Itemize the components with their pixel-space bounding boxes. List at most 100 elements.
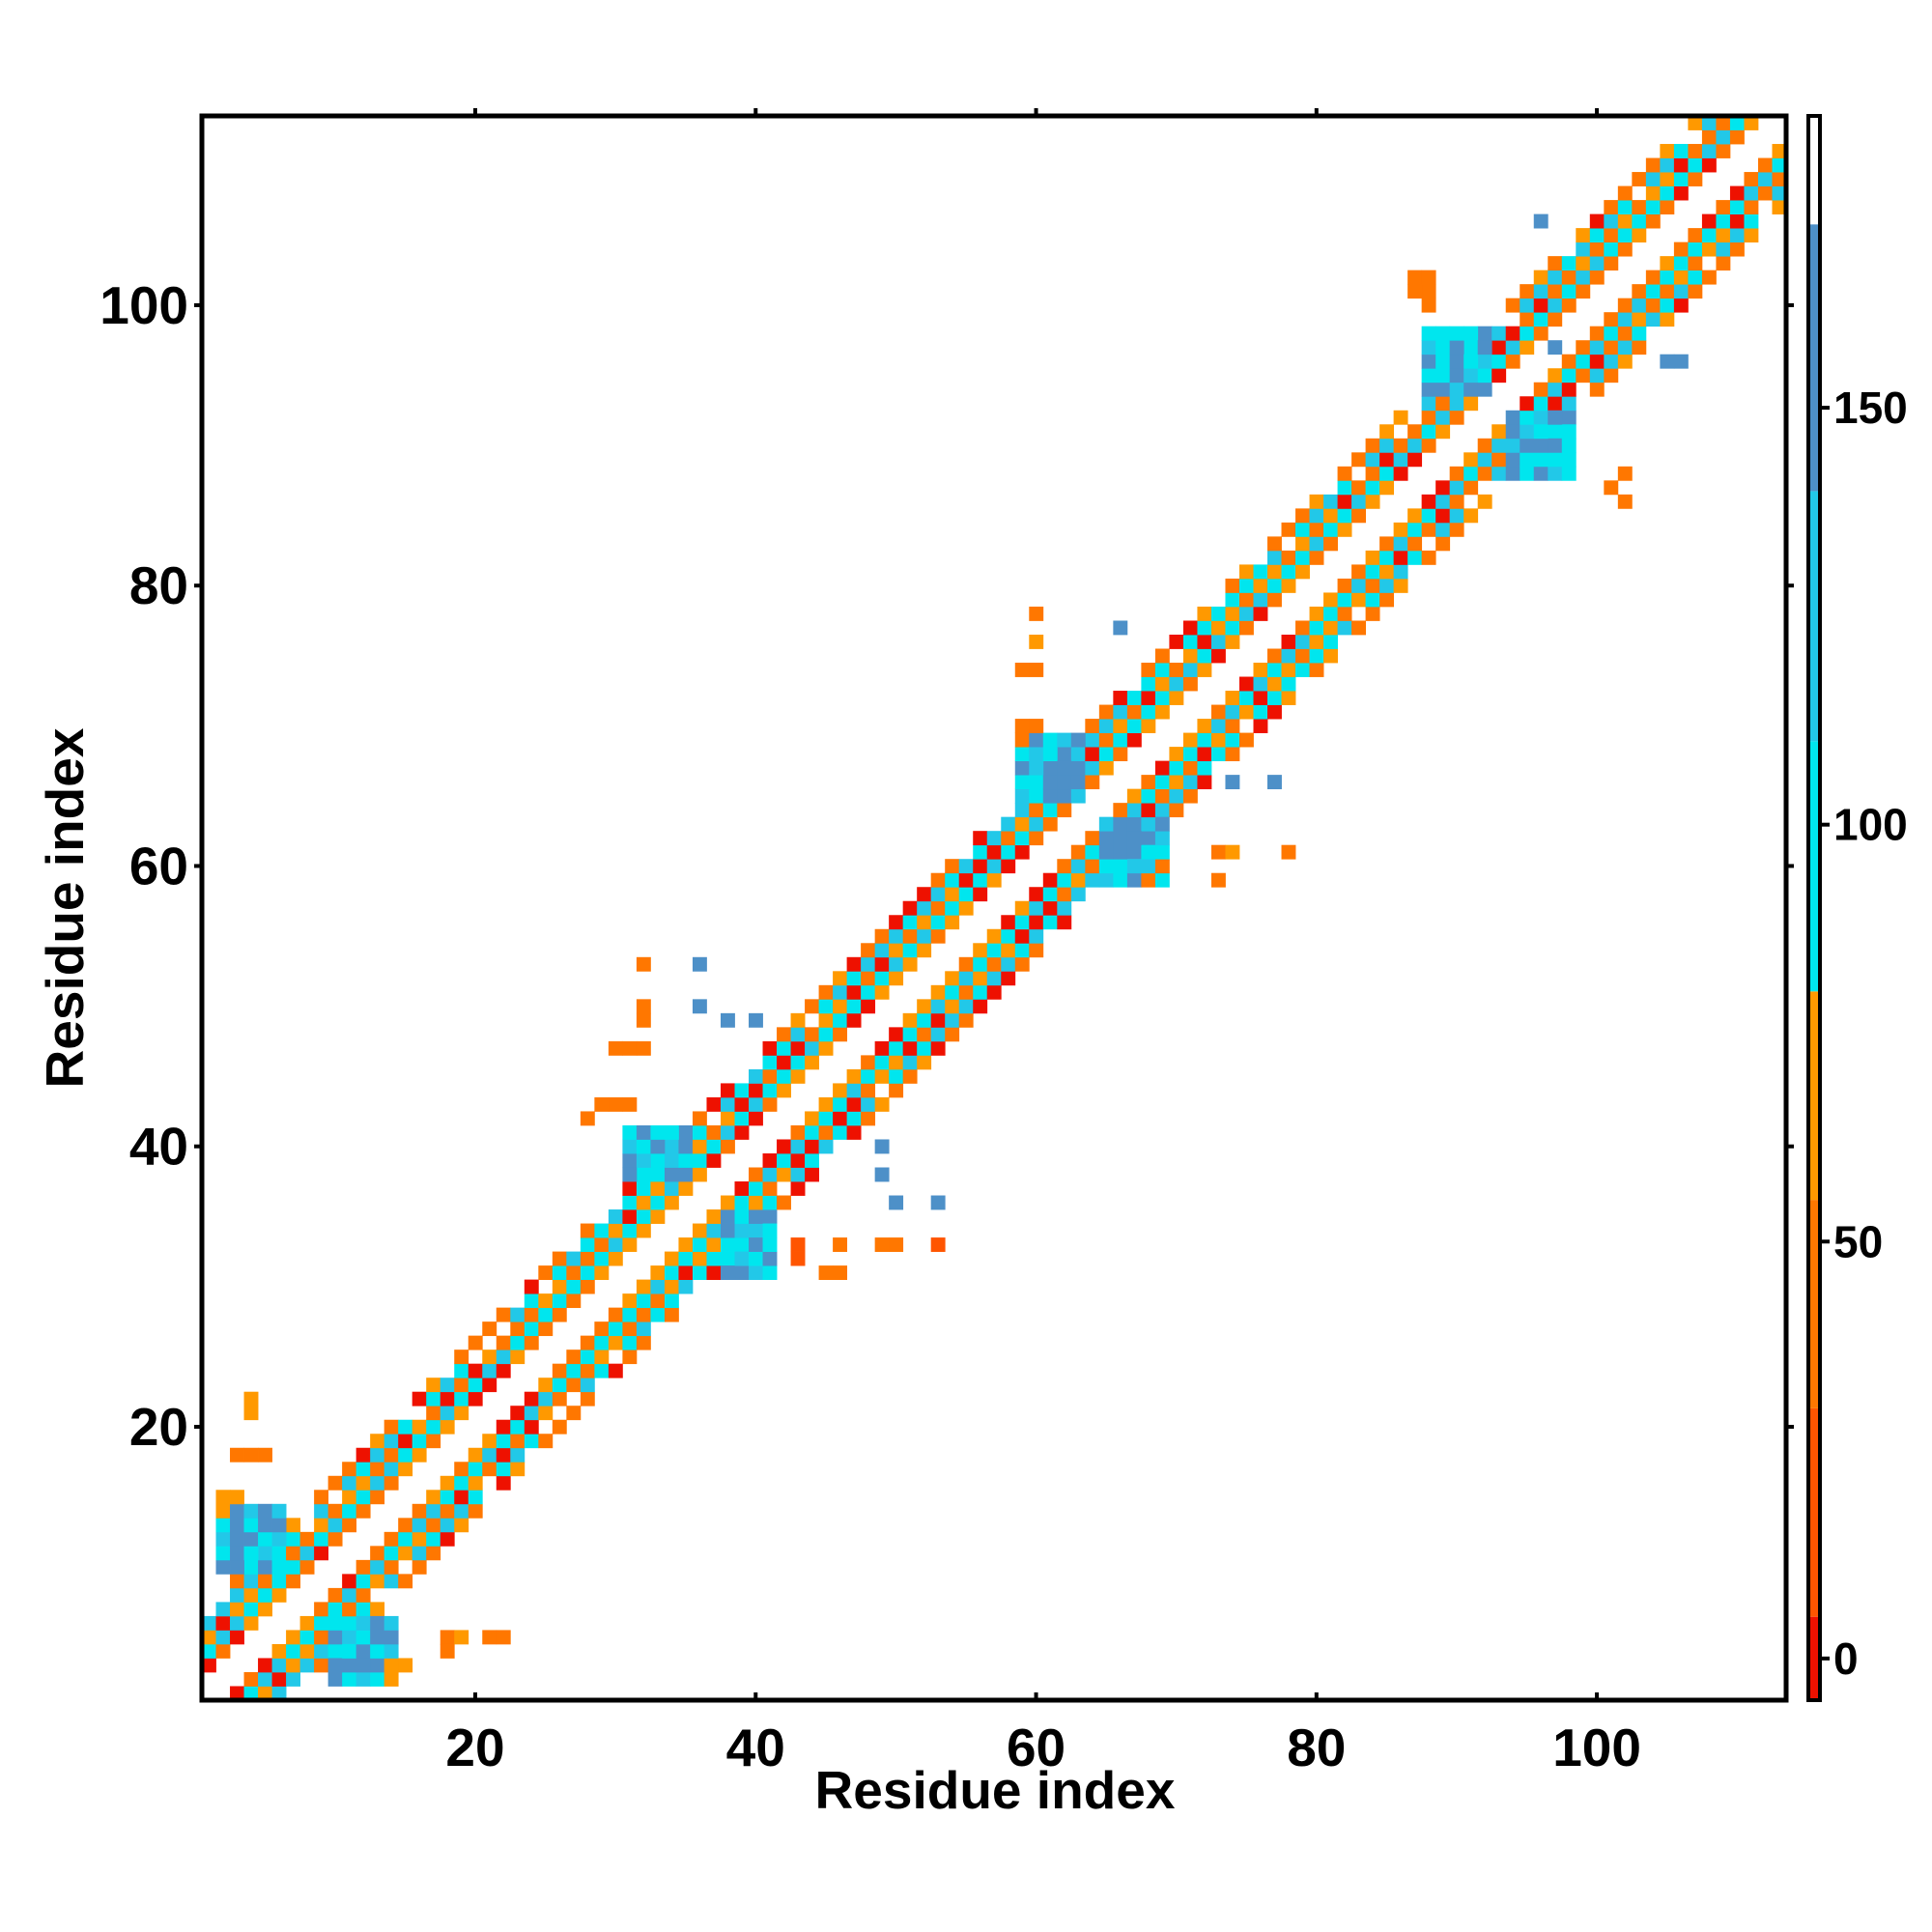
heatmap-cell (678, 1139, 694, 1154)
heatmap-cell (454, 1406, 469, 1421)
heatmap-cell (1421, 326, 1436, 341)
heatmap-cell (1098, 760, 1114, 776)
heatmap-cell (1197, 634, 1212, 649)
heatmap-cell (1716, 200, 1731, 214)
heatmap-cell (482, 1462, 497, 1477)
heatmap-cell (271, 1686, 287, 1701)
heatmap-cell (1617, 298, 1633, 313)
heatmap-cell (930, 872, 946, 888)
heatmap-cell (1323, 522, 1338, 537)
heatmap-cell (342, 1671, 357, 1687)
heatmap-cell (1393, 578, 1408, 593)
heatmap-cell (1113, 620, 1128, 636)
heatmap-cell (1379, 452, 1395, 468)
heatmap-cell (874, 1237, 890, 1252)
heatmap-cell (1351, 592, 1366, 608)
heatmap-cell (790, 1181, 806, 1196)
heatmap-cell (1295, 522, 1310, 537)
heatmap-cell (1744, 185, 1759, 201)
heatmap-cell (749, 1012, 763, 1028)
heatmap-cell (650, 1265, 666, 1280)
heatmap-cell (243, 1574, 259, 1589)
heatmap-cell (1379, 424, 1395, 440)
heatmap-cell (720, 1265, 735, 1280)
heatmap-cell (1421, 550, 1436, 565)
heatmap-cell (678, 1251, 694, 1266)
heatmap-cell (1688, 172, 1703, 186)
heatmap-cell (1085, 831, 1100, 846)
colorbar-tick-label: 100 (1833, 800, 1908, 850)
heatmap-cell (874, 1068, 890, 1084)
heatmap-cell (1098, 719, 1114, 733)
heatmap-cell (1014, 928, 1030, 944)
heatmap-cell (1098, 747, 1114, 762)
heatmap-cell (1617, 242, 1633, 257)
heatmap-cell (986, 943, 1002, 958)
heatmap-cell (1309, 606, 1324, 621)
heatmap-cell (846, 999, 862, 1014)
heatmap-cell (734, 1251, 750, 1266)
heatmap-cell (1295, 508, 1310, 524)
heatmap-cell (384, 1658, 399, 1673)
colorbar-frame (1806, 114, 1822, 1702)
heatmap-cell (1154, 704, 1170, 720)
heatmap-cell (580, 1363, 595, 1378)
heatmap-cell (874, 1139, 890, 1154)
heatmap-cell (286, 1559, 300, 1575)
heatmap-cell (1379, 564, 1395, 580)
heatmap-cell (706, 1124, 722, 1140)
heatmap-cell (1225, 747, 1240, 762)
heatmap-cell (917, 915, 932, 930)
heatmap-cell (1645, 298, 1661, 313)
heatmap-cell (538, 1307, 554, 1322)
heatmap-cell (762, 1068, 778, 1084)
heatmap-cell (384, 1671, 399, 1687)
heatmap-cell (215, 1490, 231, 1505)
heatmap-cell (482, 1321, 497, 1337)
heatmap-cell (1477, 438, 1492, 453)
heatmap-cell (243, 1518, 259, 1533)
heatmap-cell (874, 1167, 890, 1182)
heatmap-cell (1057, 732, 1072, 748)
heatmap-cell (720, 1209, 735, 1224)
heatmap-cell (1238, 606, 1254, 621)
heatmap-cell (861, 984, 876, 1000)
heatmap-cell (1337, 522, 1352, 537)
heatmap-cell (1141, 816, 1156, 832)
heatmap-cell (1673, 185, 1689, 201)
heatmap-cell (790, 1251, 806, 1266)
heatmap-cell (720, 1012, 735, 1028)
heatmap-cell (384, 1531, 399, 1547)
heatmap-cell (1014, 831, 1030, 846)
heatmap-cell (1548, 298, 1563, 313)
heatmap-cell (1309, 663, 1324, 677)
heatmap-cell (1001, 971, 1016, 986)
heatmap-cell (664, 1265, 679, 1280)
heatmap-cell (1520, 396, 1535, 412)
heatmap-cell (636, 1335, 651, 1350)
heatmap-cell (777, 1083, 791, 1098)
heatmap-cell (846, 1012, 862, 1028)
heatmap-cell (917, 928, 932, 944)
heatmap-cell (1197, 648, 1212, 664)
heatmap-cell (1645, 270, 1661, 285)
heatmap-cell (1604, 200, 1619, 214)
heatmap-cell (454, 1503, 469, 1519)
heatmap-cell (1561, 270, 1577, 285)
heatmap-cell (650, 1279, 666, 1294)
heatmap-cell (777, 1027, 791, 1042)
heatmap-cell (720, 1195, 735, 1210)
heatmap-cell (1154, 831, 1170, 846)
heatmap-cell (580, 1378, 595, 1393)
heatmap-cell (1014, 803, 1030, 818)
heatmap-cell (1505, 438, 1520, 453)
heatmap-cell (1632, 312, 1647, 327)
heatmap-cell (945, 984, 960, 1000)
heatmap-cell (1029, 887, 1044, 902)
heatmap-cell (215, 1531, 231, 1547)
heatmap-cell (889, 1195, 904, 1210)
heatmap-cell (749, 1237, 763, 1252)
heatmap-cell (1210, 844, 1226, 860)
heatmap-cell (370, 1546, 385, 1561)
heatmap-cell (650, 1167, 666, 1182)
